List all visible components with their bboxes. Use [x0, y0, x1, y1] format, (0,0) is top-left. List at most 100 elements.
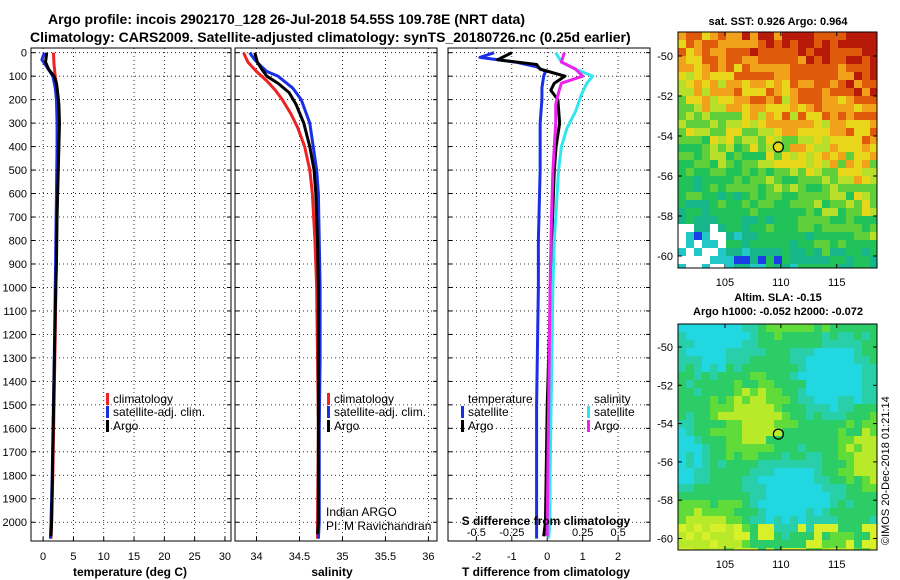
map-cell	[862, 468, 870, 476]
map-cell	[814, 356, 822, 364]
map-cell	[686, 64, 694, 72]
map-cell	[790, 120, 798, 128]
map-cell	[710, 484, 718, 492]
map-cell	[846, 524, 854, 532]
map-cell	[750, 516, 758, 524]
map-cell	[694, 372, 702, 380]
map-cell	[846, 324, 854, 332]
map-cell	[734, 428, 742, 436]
map-cell	[686, 324, 694, 332]
map-cell	[718, 524, 726, 532]
map-cell	[846, 340, 854, 348]
map-cell	[838, 216, 846, 224]
map-cell	[694, 388, 702, 396]
map-cell	[734, 168, 742, 176]
map-cell	[742, 492, 750, 500]
map-cell	[726, 404, 734, 412]
map-cell	[686, 192, 694, 200]
map-cell	[846, 240, 854, 248]
map-cell	[830, 348, 838, 356]
map-cell	[766, 500, 774, 508]
map-cell	[846, 48, 854, 56]
map-cell	[830, 104, 838, 112]
map-cell	[846, 484, 854, 492]
map-cell	[710, 192, 718, 200]
map-cell	[750, 348, 758, 356]
map-cell	[686, 492, 694, 500]
map-cell	[758, 264, 766, 268]
map-cell	[814, 64, 822, 72]
map-cell	[862, 32, 870, 40]
map-cell	[782, 452, 790, 460]
map-cell	[862, 72, 870, 80]
map-cell	[766, 48, 774, 56]
map-cell	[678, 348, 686, 356]
map-cell	[822, 484, 830, 492]
map-cell	[830, 136, 838, 144]
map-cell	[838, 500, 846, 508]
map-cell	[822, 524, 830, 532]
map-cell	[686, 120, 694, 128]
map-cell	[718, 460, 726, 468]
map-cell	[694, 176, 702, 184]
map-cell	[694, 216, 702, 224]
map-cell	[710, 32, 718, 40]
map-cell	[686, 136, 694, 144]
map-cell	[766, 216, 774, 224]
map-cell	[862, 364, 870, 372]
map-cell	[806, 32, 814, 40]
ytick-label: 800	[9, 236, 27, 248]
map-cell	[822, 232, 830, 240]
map-cell	[750, 532, 758, 540]
map-cell	[822, 240, 830, 248]
map-cell	[798, 160, 806, 168]
map-cell	[702, 224, 710, 232]
map-cell	[790, 256, 798, 264]
map-cell	[862, 548, 870, 550]
map-cell	[742, 468, 750, 476]
map-cell	[710, 420, 718, 428]
map-cell	[742, 404, 750, 412]
map-cell	[758, 152, 766, 160]
map-cell	[750, 356, 758, 364]
map-cell	[862, 48, 870, 56]
map-cell	[798, 176, 806, 184]
map-ytick-label: -60	[657, 534, 673, 546]
map-cell	[814, 444, 822, 452]
map-cell	[742, 396, 750, 404]
map-cell	[694, 184, 702, 192]
map-cell	[790, 540, 798, 548]
map-cell	[678, 224, 686, 232]
map-cell	[734, 500, 742, 508]
legend-argo-label: Argo	[334, 419, 360, 433]
map-cell	[678, 64, 686, 72]
map-cell	[822, 508, 830, 516]
map-cell	[694, 104, 702, 112]
map-cell	[678, 264, 686, 268]
map-cell	[870, 332, 877, 340]
map-cell	[686, 380, 694, 388]
map-cell	[742, 96, 750, 104]
legend-t-argo-swatch	[461, 420, 464, 432]
map-cell	[686, 184, 694, 192]
map-cell	[710, 508, 718, 516]
map-cell	[862, 168, 870, 176]
map-cell	[758, 88, 766, 96]
legend-satellite-label: satellite-adj. clim.	[334, 405, 426, 419]
map-cell	[726, 452, 734, 460]
map-cell	[854, 324, 862, 332]
map-cell	[686, 256, 694, 264]
map-cell	[846, 508, 854, 516]
map-cell	[718, 88, 726, 96]
map-cell	[854, 216, 862, 224]
map-cell	[782, 216, 790, 224]
map-cell	[726, 492, 734, 500]
map-cell	[798, 396, 806, 404]
map-cell	[790, 64, 798, 72]
map-frame	[677, 31, 878, 269]
map-cell	[686, 388, 694, 396]
ytick-label: 500	[9, 165, 27, 177]
map-cell	[798, 256, 806, 264]
map-cell	[798, 128, 806, 136]
map-cell	[758, 112, 766, 120]
